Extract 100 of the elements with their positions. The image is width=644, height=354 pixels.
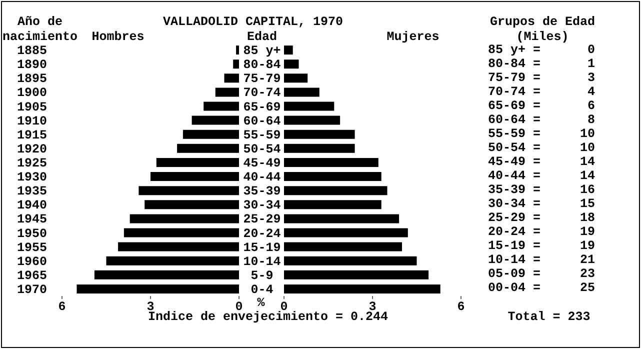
- bar: [284, 116, 340, 125]
- bar: [224, 74, 239, 83]
- category-label: 10-14 =: [488, 253, 541, 268]
- y-tick-label: 1920: [16, 142, 48, 156]
- data-label: 3: [586, 70, 595, 86]
- bar: [284, 74, 308, 83]
- bar: [284, 228, 408, 238]
- y-tick-label: 5-9: [250, 268, 274, 283]
- data-label: 25: [578, 281, 595, 296]
- y-tick-label: 1890: [16, 58, 48, 72]
- category-label: 00-04 =: [488, 281, 541, 296]
- data-label: 19: [578, 239, 595, 254]
- bar: [215, 88, 239, 97]
- bar: [284, 46, 293, 55]
- y-tick-label: 1910: [16, 114, 48, 128]
- x-axis-title: %: [257, 296, 265, 311]
- data-label: 15: [578, 197, 595, 212]
- y-tick-label: 1935: [16, 184, 48, 199]
- category-label: 80-84 =: [488, 56, 541, 72]
- data-label: 16: [578, 183, 595, 198]
- y-tick-label: 75-79: [243, 72, 281, 86]
- bar: [76, 284, 239, 294]
- bar: [204, 102, 239, 111]
- bar: [284, 88, 320, 97]
- y-tick-label: 15-19: [243, 240, 281, 255]
- category-label: 70-74 =: [488, 84, 541, 100]
- bar: [182, 130, 239, 139]
- bar: [284, 158, 378, 167]
- y-axis-title: Año de nacimiento: [1, 15, 78, 45]
- bar: [284, 256, 417, 266]
- y-axis-title: Edad: [246, 30, 278, 45]
- data-label: 14: [578, 154, 595, 170]
- x-tick-label: 6: [457, 300, 465, 314]
- data-label: 21: [578, 253, 595, 268]
- y-tick-label: 80-84: [243, 58, 282, 72]
- bar: [284, 214, 400, 224]
- y-tick-label: 40-44: [243, 170, 282, 185]
- y-tick-label: 1905: [16, 100, 48, 114]
- data-label: 18: [578, 211, 595, 226]
- y-tick-label: 1950: [16, 226, 48, 241]
- y-tick-label: 60-64: [243, 114, 282, 128]
- bar: [106, 256, 239, 266]
- bar: [118, 242, 239, 252]
- y-tick-label: 10-14: [243, 254, 282, 269]
- category-label: 45-49 =: [488, 154, 541, 170]
- category-label: 30-34 =: [488, 197, 541, 212]
- bar: [284, 200, 382, 210]
- bar: [192, 116, 239, 125]
- text: Mujeres: [386, 30, 440, 45]
- text: Total = 233: [508, 310, 590, 325]
- y-tick-label: 55-59: [243, 128, 281, 142]
- y-tick-label: 1895: [16, 72, 48, 86]
- bar: [130, 214, 239, 224]
- y-tick-label: 1940: [16, 198, 48, 213]
- text: Hombres: [92, 30, 144, 45]
- text: Grupos de Edad (Miles): [490, 15, 596, 44]
- category-label: 20-24 =: [488, 225, 541, 240]
- category-label: 25-29 =: [488, 211, 541, 226]
- y-tick-label: 45-49: [243, 156, 281, 170]
- y-tick-label: 35-39: [243, 184, 281, 199]
- bar: [284, 242, 402, 252]
- bar: [284, 130, 355, 139]
- bar: [284, 284, 440, 294]
- y-tick-label: 70-74: [243, 86, 282, 100]
- data-label: 23: [578, 267, 595, 282]
- bar: [284, 186, 388, 196]
- data-label: 0: [586, 42, 595, 58]
- y-tick-label: 1945: [16, 212, 48, 227]
- y-tick-label: 1955: [16, 240, 48, 255]
- x-tick-label: 6: [58, 300, 66, 314]
- data-label: 14: [578, 169, 595, 184]
- y-tick-label: 30-34: [243, 198, 282, 213]
- bar: [233, 60, 239, 69]
- y-tick-label: 1965: [16, 268, 48, 283]
- data-label: 6: [586, 98, 595, 114]
- data-label: 8: [586, 112, 595, 128]
- y-tick-label: 1900: [16, 86, 48, 100]
- category-label: 40-44 =: [488, 169, 541, 184]
- category-label: 15-19 =: [488, 239, 541, 254]
- y-tick-label: 1885: [16, 44, 48, 58]
- category-label: 65-69 =: [488, 98, 541, 114]
- y-tick-label: 25-29: [243, 212, 281, 227]
- bar: [150, 172, 239, 182]
- bar: [236, 46, 239, 55]
- bar: [284, 102, 334, 111]
- bar: [284, 60, 299, 69]
- data-label: 10: [578, 140, 595, 156]
- data-label: 19: [578, 225, 595, 240]
- data-label: 1: [586, 56, 595, 72]
- category-label: 50-54 =: [488, 140, 541, 156]
- y-tick-label: 50-54: [243, 142, 282, 156]
- y-tick-label: 1915: [16, 128, 48, 142]
- category-label: 60-64 =: [488, 112, 541, 128]
- category-label: 85 y+ =: [488, 42, 541, 58]
- bar: [284, 270, 429, 280]
- bar: [177, 144, 239, 153]
- chart-title: VALLADOLID CAPITAL, 1970: [162, 15, 344, 30]
- bar: [156, 158, 239, 167]
- bar: [284, 144, 355, 153]
- y-tick-label: 85 y+: [243, 44, 281, 58]
